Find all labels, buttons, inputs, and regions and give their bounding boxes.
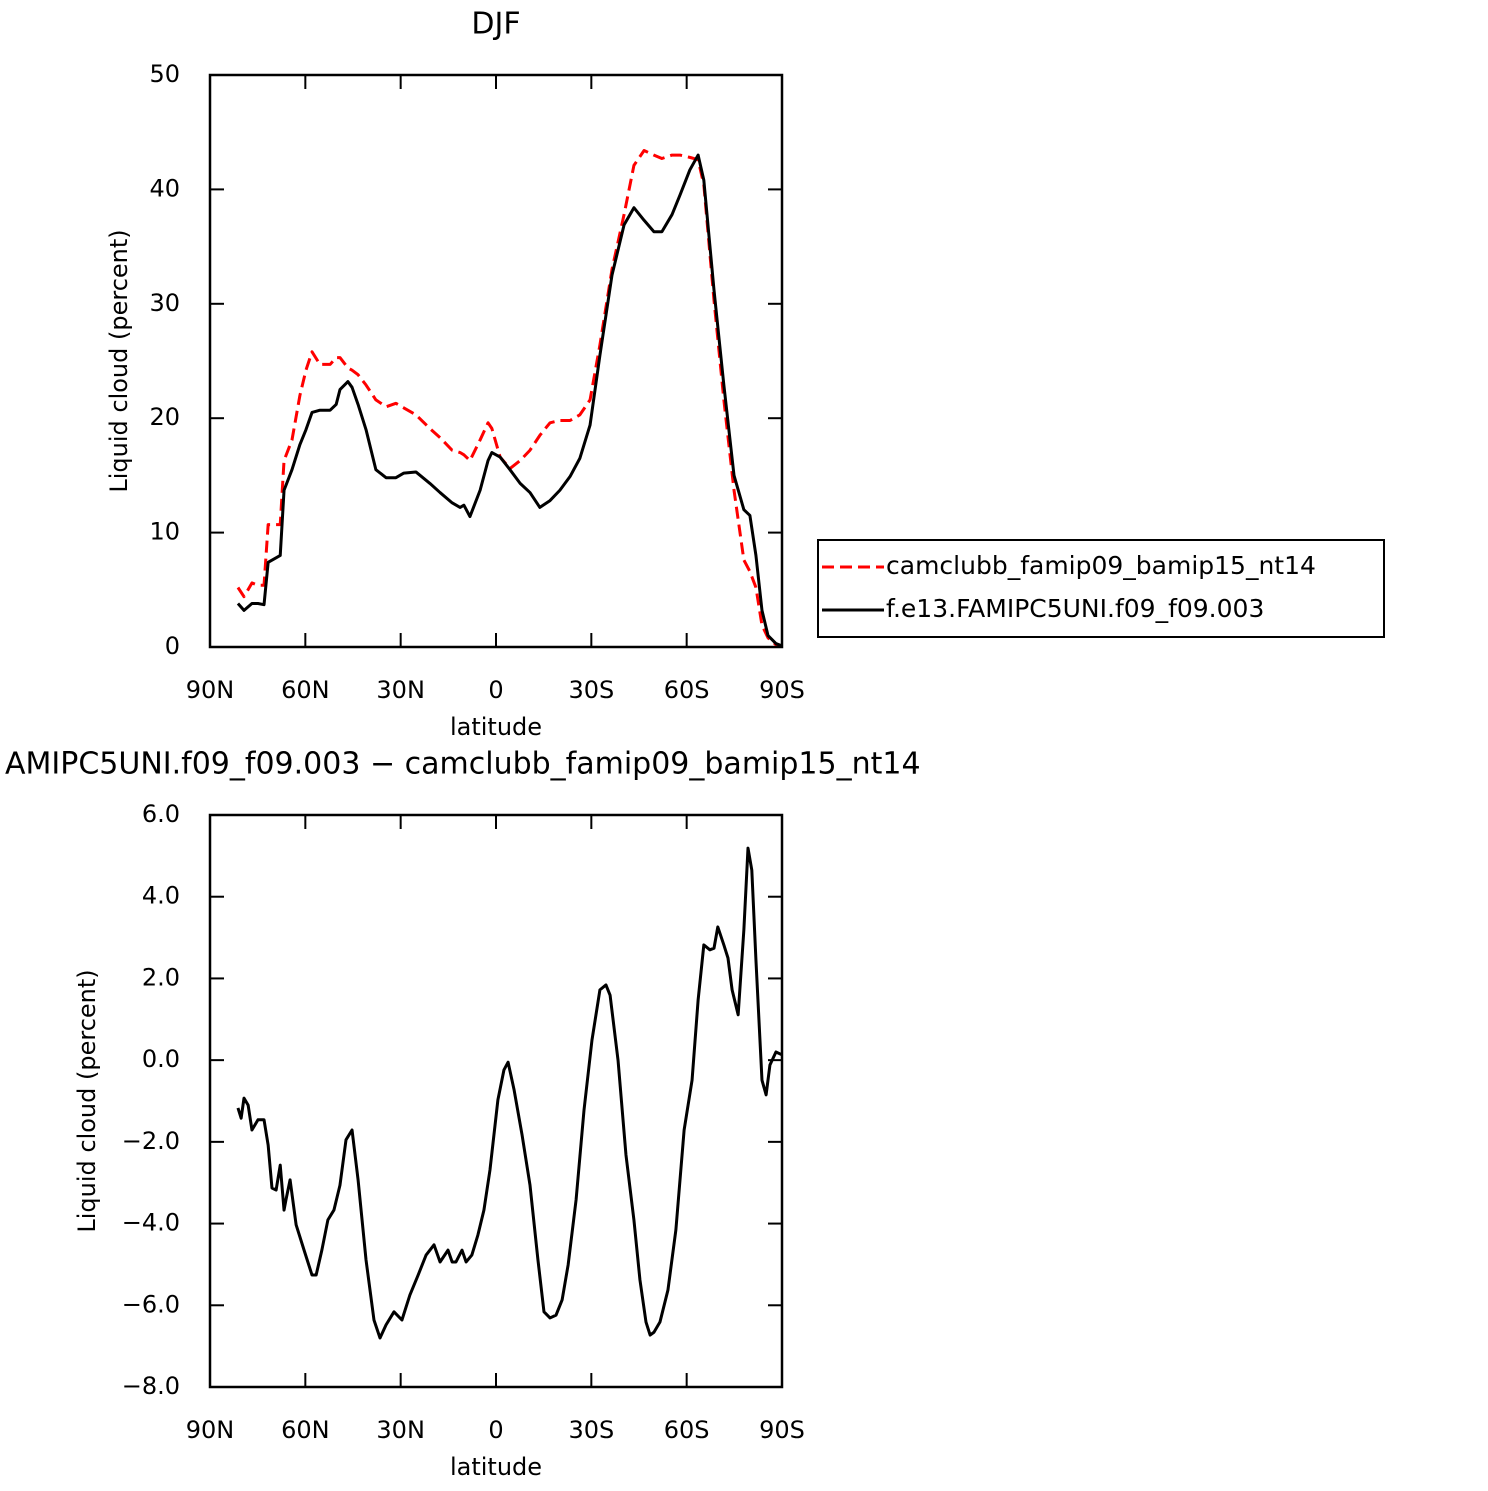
- legend-box: [817, 539, 1385, 638]
- y-tick-label: −4.0: [122, 1209, 180, 1237]
- y-tick-label: 40: [149, 174, 180, 202]
- x-tick-label: 90N: [186, 676, 235, 704]
- x-tick-label: 0: [488, 676, 503, 704]
- y-tick-label: −2.0: [122, 1127, 180, 1155]
- y-tick-label: 0: [165, 632, 180, 660]
- legend-label: camclubb_famip09_bamip15_nt14: [886, 551, 1316, 580]
- plot-frame: [208, 73, 784, 649]
- y-tick-label: −6.0: [122, 1290, 180, 1318]
- y-tick-label: −8.0: [122, 1372, 180, 1400]
- x-tick-label: 90S: [759, 676, 805, 704]
- y-tick-label: 6.0: [142, 800, 180, 828]
- y-tick-label: 20: [149, 403, 180, 431]
- x-axis-label: latitude: [450, 1453, 542, 1481]
- chart-title: AMIPC5UNI.f09_f09.003 − camclubb_famip09…: [5, 747, 921, 782]
- plot-frame: [208, 813, 784, 1389]
- x-tick-label: 60S: [664, 676, 710, 704]
- x-tick-label: 60S: [664, 1416, 710, 1444]
- x-tick-label: 90N: [186, 1416, 235, 1444]
- y-tick-label: 4.0: [142, 882, 180, 910]
- y-tick-label: 0.0: [142, 1045, 180, 1073]
- data-line: [236, 149, 783, 648]
- x-axis-label: latitude: [450, 713, 542, 741]
- x-tick-label: 30N: [376, 1416, 425, 1444]
- y-axis-label: Liquid cloud (percent): [73, 969, 101, 1232]
- data-line: [236, 153, 783, 648]
- y-tick-label: 50: [149, 60, 180, 88]
- x-tick-label: 90S: [759, 1416, 805, 1444]
- y-tick-label: 10: [149, 518, 180, 546]
- x-tick-label: 60N: [281, 676, 330, 704]
- y-axis-label: Liquid cloud (percent): [105, 229, 133, 492]
- x-tick-label: 30S: [568, 1416, 614, 1444]
- y-tick-label: 2.0: [142, 963, 180, 991]
- data-line: [236, 846, 783, 1340]
- x-tick-label: 30S: [568, 676, 614, 704]
- x-tick-label: 0: [488, 1416, 503, 1444]
- chart-title: DJF: [471, 7, 520, 42]
- x-tick-label: 60N: [281, 1416, 330, 1444]
- y-tick-label: 30: [149, 289, 180, 317]
- x-tick-label: 30N: [376, 676, 425, 704]
- legend-label: f.e13.FAMIPC5UNI.f09_f09.003: [886, 594, 1264, 623]
